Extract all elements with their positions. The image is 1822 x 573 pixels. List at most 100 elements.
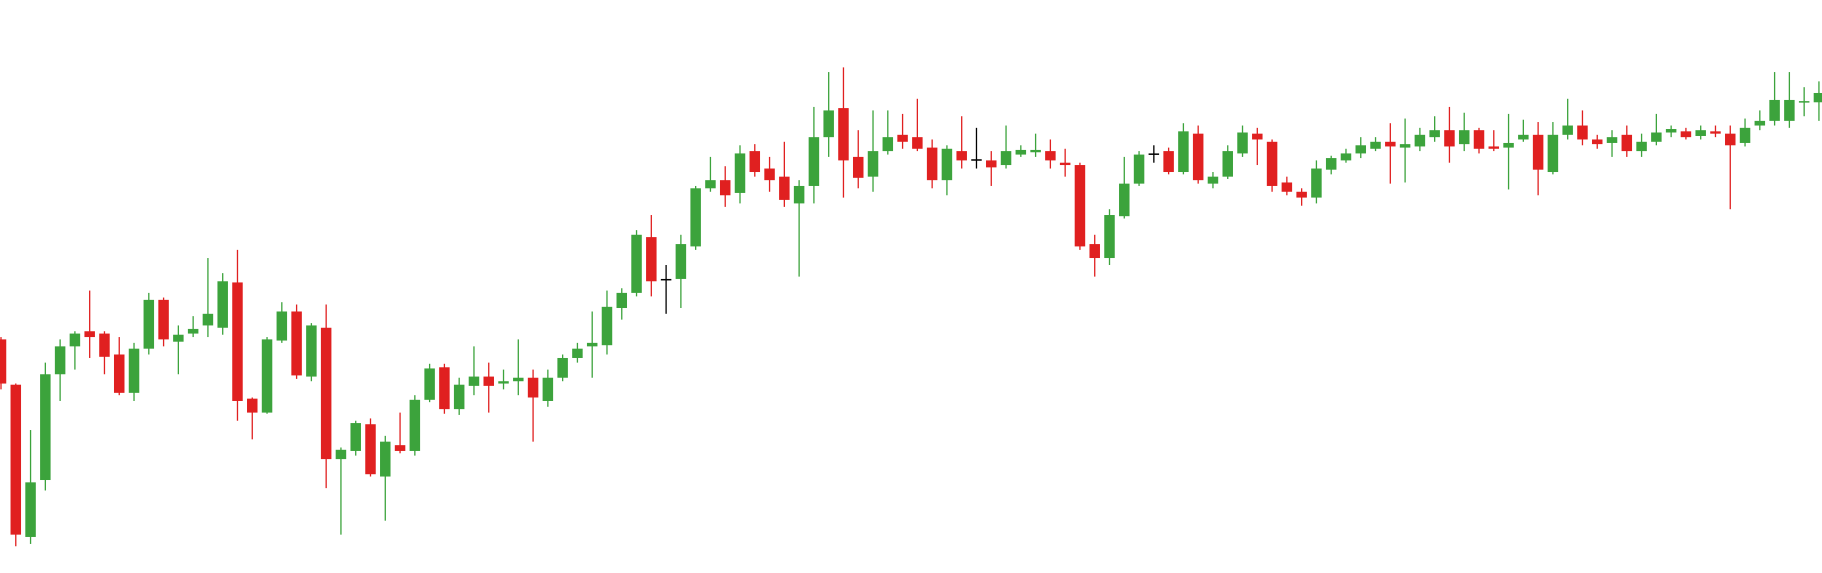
candle-body [1178,131,1189,173]
candle-body [483,376,494,386]
candle-body [1399,144,1411,148]
candle-body [1651,132,1662,142]
candle-body [1636,141,1647,152]
candle-body [143,299,155,349]
candle-body [1325,158,1337,170]
candle-body [1473,130,1485,149]
candle-body [1798,101,1810,103]
candle-body [173,334,184,342]
candle-body [350,423,361,451]
candle-body [1606,137,1618,143]
candle-body [557,357,568,378]
candle-body [1133,154,1145,184]
candle-body [1059,162,1071,166]
candle-body [764,168,775,181]
candle-body [1370,141,1381,149]
candle-body [1237,132,1248,154]
candle-body [808,137,820,186]
candle-body [1695,130,1706,136]
candle-body [1665,129,1677,133]
candle-body [158,299,169,340]
candle-body [424,368,435,400]
candle-body [1532,134,1544,170]
candle-body [247,398,258,413]
candle-body [409,399,421,451]
candle-body [1754,120,1766,126]
candle-body [971,159,982,161]
candle-body [1562,125,1573,135]
candle-body [897,134,908,142]
candle-body [1030,149,1041,153]
candle-body [1591,139,1603,145]
candle-body [40,374,51,481]
candle-body [1739,127,1751,143]
candle-body [941,148,953,181]
candle-body [1503,142,1514,148]
candle-body [1104,215,1115,259]
candle-body [926,147,938,181]
candle-body [1045,151,1056,161]
candle-body [217,281,228,328]
candle-body [1444,130,1455,147]
candle-body [1074,165,1086,247]
candle-body [601,306,613,346]
candle-body [1621,134,1633,152]
candle-body [1192,133,1204,181]
candle-body [912,137,923,149]
candle-body [882,137,894,152]
candle-body [1015,149,1027,155]
candle-body [616,292,628,309]
candle-body [1355,145,1367,154]
candle-body [823,110,834,138]
candle-body [113,354,125,393]
candle-body [1222,151,1233,177]
candle-body [660,278,672,281]
candle-body [572,348,583,358]
candle-body [1769,99,1780,121]
candle-body [1680,131,1692,138]
candle-body [10,384,22,535]
candle-body [1429,130,1440,138]
candle-body [1518,134,1529,140]
candle-body [586,342,598,347]
candle-body [527,377,539,398]
candle-body [128,348,140,393]
candle-body [335,449,347,460]
candle-body [734,153,746,193]
candle-body [513,377,524,382]
candle-body [779,176,790,200]
candle-body [1414,134,1426,147]
candle-body [187,328,199,334]
candle-body [1385,141,1396,147]
candle-body [99,333,110,357]
candle-body [675,244,687,279]
candle-body [1089,244,1100,259]
candle-body [1281,182,1293,192]
candle-body [468,376,480,386]
candle-body [793,185,805,204]
candle-body [956,151,967,161]
candle-body [1458,130,1470,145]
candle-body [542,377,554,401]
candle-body [986,160,997,168]
candle-body [25,482,36,537]
candle-body [84,331,95,338]
candle-body [1266,141,1278,186]
candle-body [54,346,66,375]
candle-body [365,424,376,475]
candle-body [867,151,879,177]
candle-body [646,237,657,282]
candle-body [1813,92,1822,103]
candle-body [1119,183,1130,217]
candle-body [0,339,7,384]
candle-body [1710,131,1721,134]
candle-body [1252,133,1263,140]
candle-body [1547,134,1559,173]
candle-body [631,234,642,293]
candle-body [291,311,302,376]
candle-body [1784,99,1795,121]
candle-body [1000,151,1012,166]
candle-body [498,381,509,384]
